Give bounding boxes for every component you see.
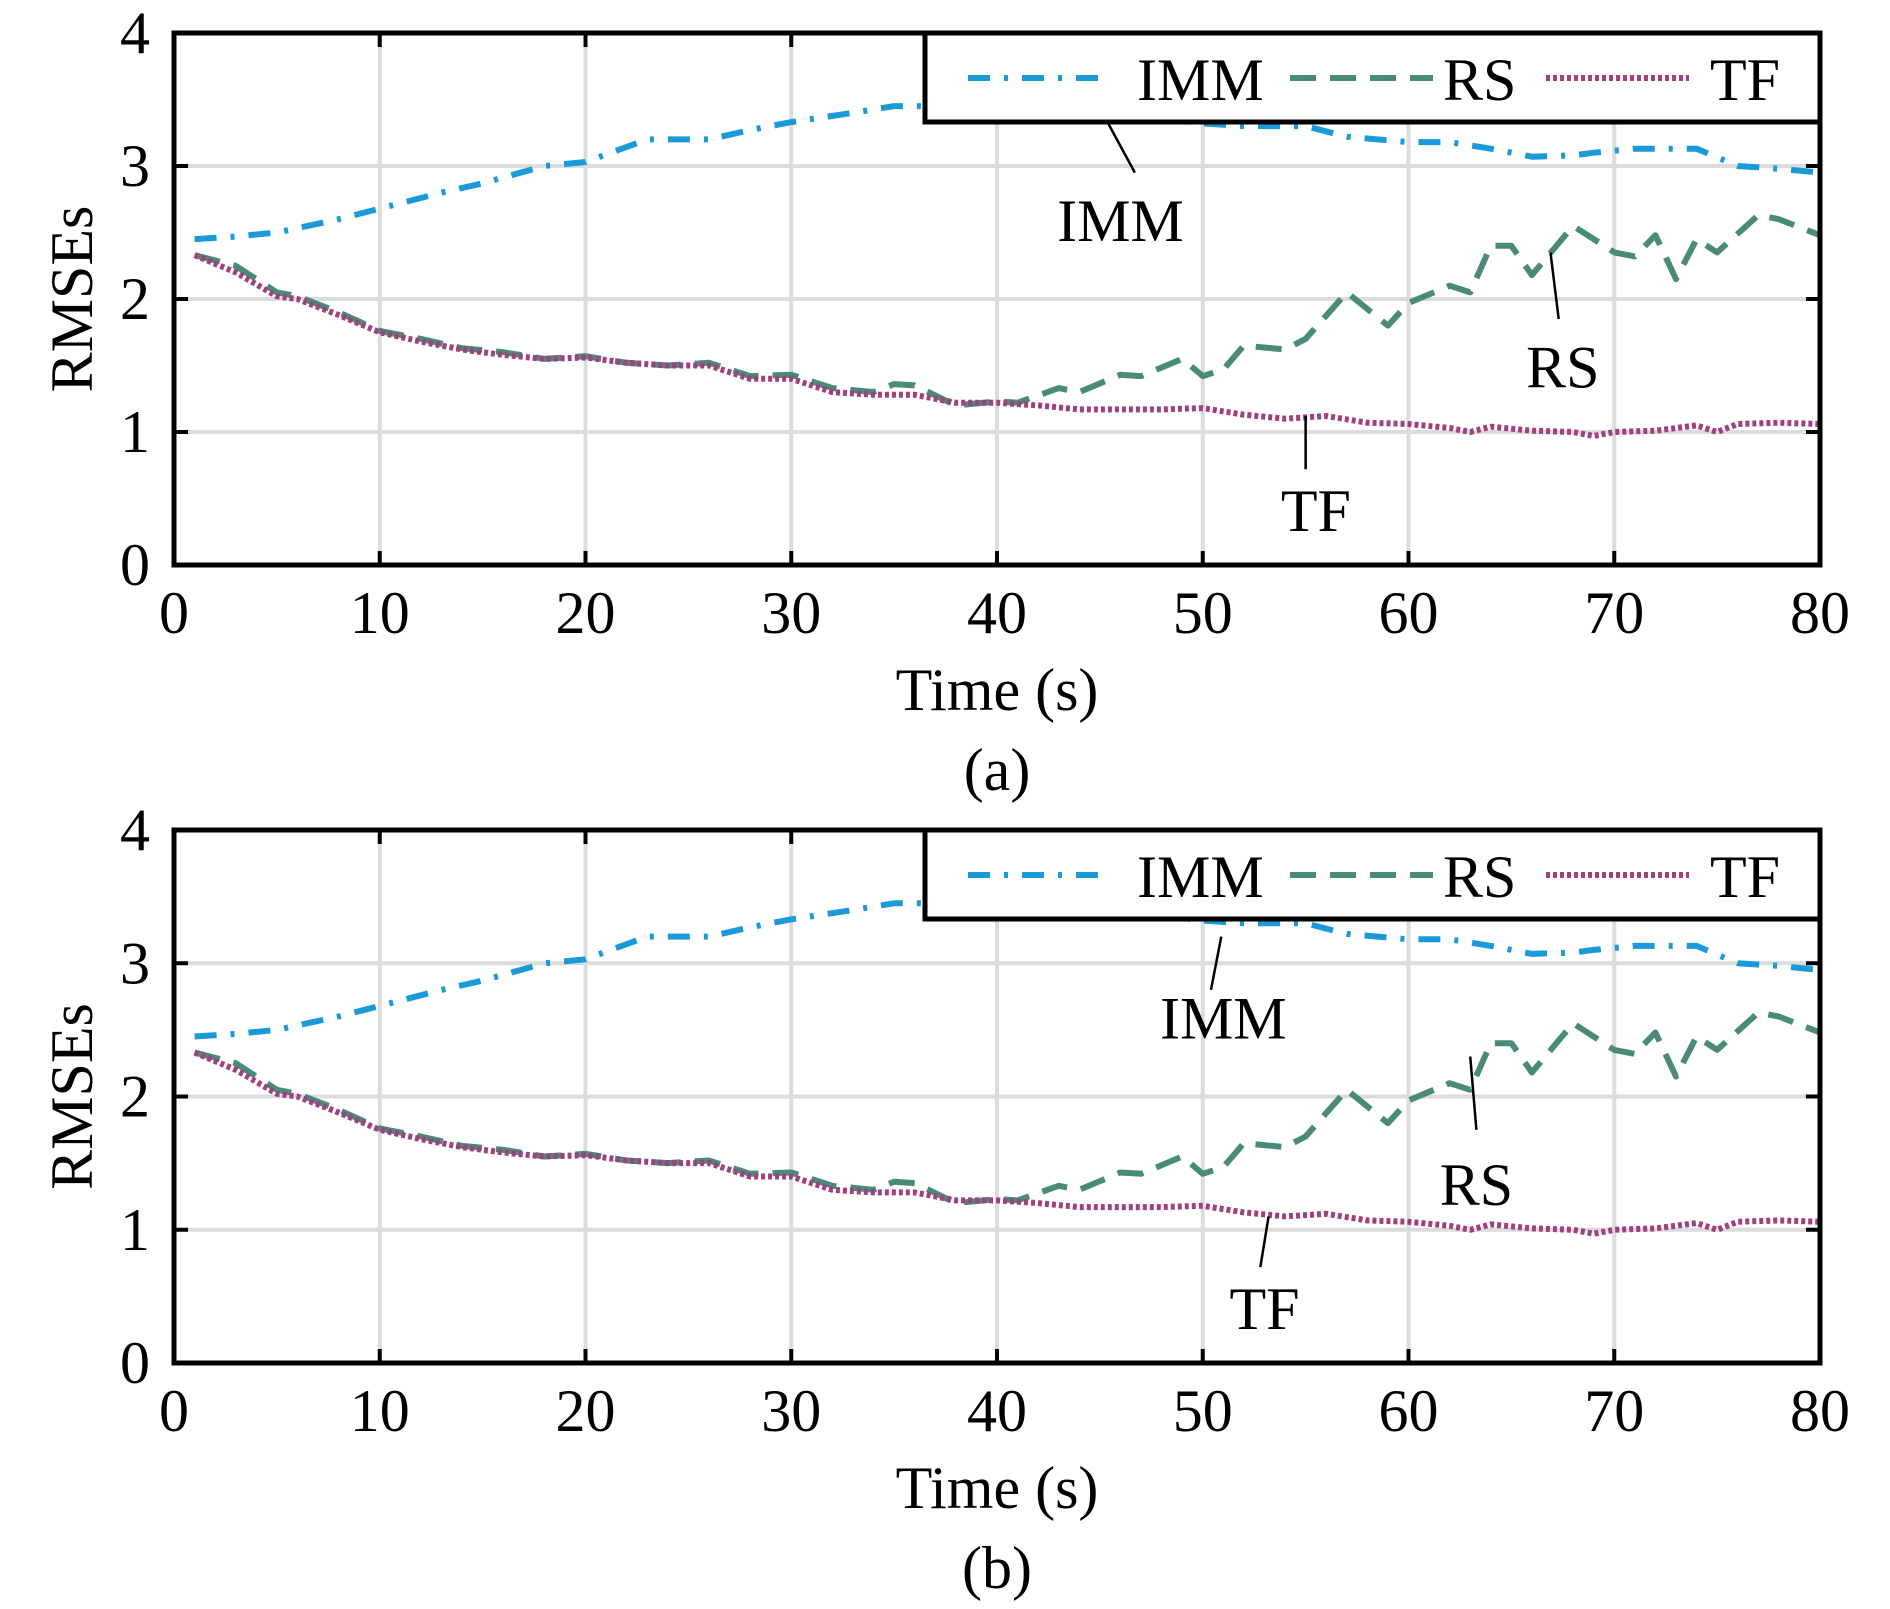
annotation-label-rs: RS — [1526, 335, 1599, 401]
x-tick-label: 0 — [159, 1378, 189, 1444]
annotation-leader-imm — [1104, 118, 1136, 174]
annotation-label-rs: RS — [1440, 1152, 1513, 1218]
series-group — [193, 900, 1820, 1237]
series-line-imm — [194, 900, 1820, 1040]
annotation-label-tf: TF — [1229, 1276, 1299, 1342]
x-axis-title: Time (s) — [896, 657, 1099, 723]
y-tick-label: 2 — [120, 266, 150, 332]
chart-panel-a: 0 10 20 30 40 50 60 70 80 0 1 2 3 4 IMM RS TF IMM RS TF Time… — [39, 0, 1850, 803]
annotation-leader-rs — [1549, 252, 1560, 320]
series-line-tf — [193, 252, 1820, 439]
annotation-label-imm: IMM — [1160, 986, 1287, 1052]
y-tick-label: 2 — [120, 1064, 150, 1130]
legend-label-rs: RS — [1443, 844, 1516, 910]
x-tick-label: 60 — [1379, 1378, 1439, 1444]
y-tick-label: 3 — [120, 133, 150, 199]
y-tick-label: 0 — [120, 1330, 150, 1396]
y-tick-label: 1 — [120, 1197, 150, 1263]
y-tick-label: 3 — [120, 930, 150, 996]
series-line-tf — [193, 1049, 1820, 1237]
legend: IMM RS TF — [922, 827, 1823, 922]
x-axis-title: Time (s) — [896, 1455, 1099, 1521]
x-tick-label: 50 — [1173, 1378, 1233, 1444]
x-tick-label: 70 — [1584, 580, 1644, 646]
panel-label: (a) — [964, 737, 1031, 803]
x-tick-label: 40 — [967, 1378, 1027, 1444]
legend: IMM RS TF — [922, 30, 1823, 125]
legend-label-imm: IMM — [1137, 844, 1264, 910]
annotation-leader-imm — [1209, 936, 1223, 991]
x-tick-label: 0 — [159, 580, 189, 646]
x-tick-label: 80 — [1790, 580, 1850, 646]
series-line-rs — [193, 212, 1820, 409]
legend-label-tf: TF — [1710, 47, 1780, 113]
y-tick-label: 4 — [120, 0, 150, 66]
x-tick-label: 10 — [350, 580, 410, 646]
y-tick-label: 1 — [120, 399, 150, 465]
x-tick-label: 10 — [350, 1378, 410, 1444]
x-tick-label: 50 — [1173, 580, 1233, 646]
annotation-leader-tf — [1259, 1216, 1270, 1268]
annotation-leader-rs — [1468, 1056, 1478, 1130]
series-line-imm — [194, 103, 1820, 243]
x-tick-label: 40 — [967, 580, 1027, 646]
y-axis-title: RMSEs — [39, 206, 105, 393]
annotation-label-tf: TF — [1281, 478, 1351, 544]
y-tick-label: 4 — [120, 797, 150, 863]
chart-panel-b: 0 10 20 30 40 50 60 70 80 0 1 2 3 4 IMM RS TF IMM RS TF Time… — [39, 797, 1850, 1601]
annotation-label-imm: IMM — [1057, 188, 1184, 254]
legend-label-rs: RS — [1443, 47, 1516, 113]
legend-label-imm: IMM — [1137, 47, 1264, 113]
series-line-rs — [193, 1009, 1820, 1207]
y-tick-label: 0 — [120, 532, 150, 598]
x-tick-label: 30 — [761, 1378, 821, 1444]
x-tick-label: 20 — [556, 580, 616, 646]
y-axis-title: RMSEs — [39, 1003, 105, 1190]
x-tick-label: 30 — [761, 580, 821, 646]
x-tick-label: 70 — [1584, 1378, 1644, 1444]
x-tick-label: 20 — [556, 1378, 616, 1444]
x-tick-label: 80 — [1790, 1378, 1850, 1444]
panel-label: (b) — [962, 1535, 1032, 1601]
legend-label-tf: TF — [1710, 844, 1780, 910]
x-tick-label: 60 — [1379, 580, 1439, 646]
